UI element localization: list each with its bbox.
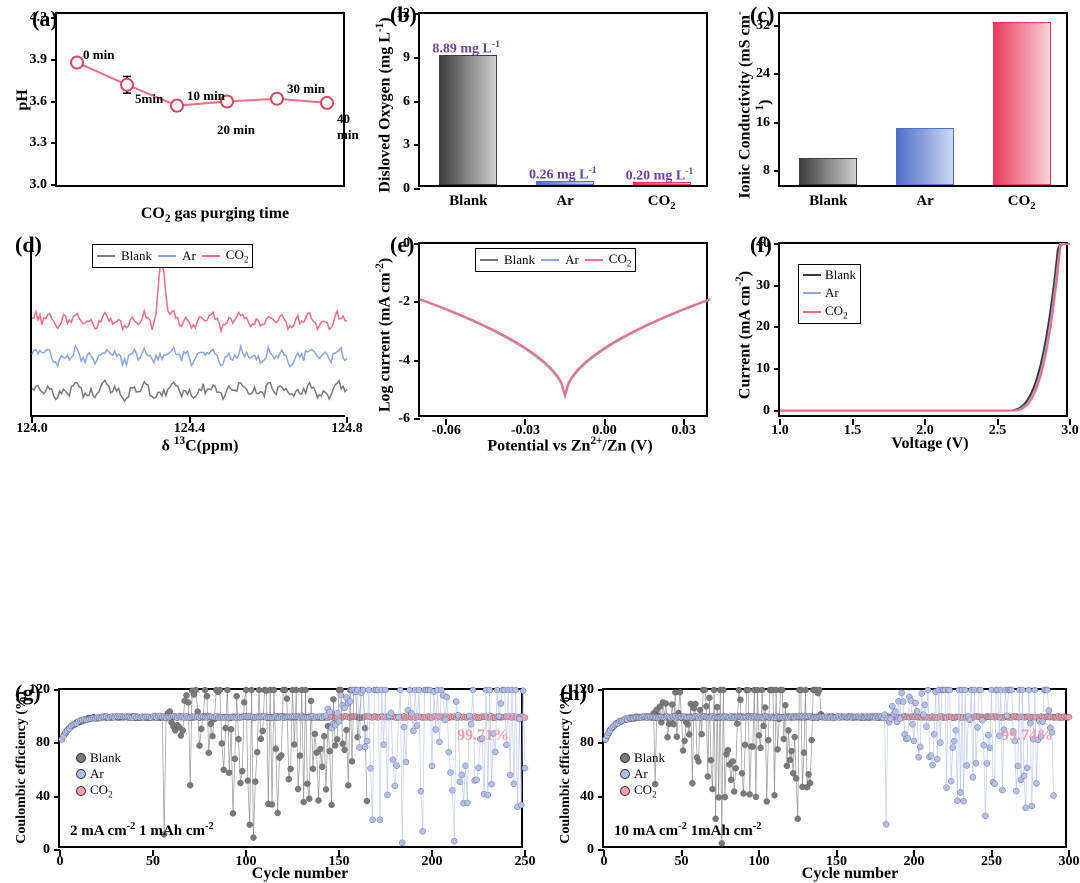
panel-h-label: (h) [560, 680, 587, 706]
panel-a-label: (a) [32, 6, 58, 32]
bar-blank [439, 55, 497, 185]
panel-d-label: (d) [15, 232, 42, 258]
panel-e-xlabel: Potential vs Zn2+/Zn (V) [450, 435, 690, 455]
panel-c-plot: 8162432BlankArCO2 [778, 12, 1068, 187]
panel-d-xlabel: δ 13C(ppm) [110, 435, 290, 455]
top-grid: (a) pH 3.03.33.63.94.20 min5min10 min20 … [0, 0, 1080, 690]
panel-g-xlabel: Cycle number [220, 865, 380, 883]
bottom-row: (g) Coulombic efficiency (%) 04080120050… [0, 690, 1080, 880]
bar-blank [799, 158, 857, 185]
panel-g: (g) Coulombic efficiency (%) 04080120050… [0, 690, 540, 880]
panel-f-label: (f) [750, 232, 772, 258]
panel-g-plot: 040801200501001502002502 mA cm-2 1 mAh c… [58, 688, 523, 848]
panel-e: (e) Log current (mA cm-2) -6-4-20-0.06-0… [360, 230, 720, 460]
panel-b-plot: 036912Blank8.89 mg L-1Ar0.26 mg L-1CO20.… [418, 12, 708, 187]
panel-c: (c) Ionic Conductivity (mS cm-1) 8162432… [720, 0, 1080, 230]
panel-f: (f) Current (mA cm-2) 0102030401.01.52.0… [720, 230, 1080, 460]
panel-a-xlabel: CO2 gas purging time [90, 205, 340, 225]
panel-g-label: (g) [15, 680, 41, 706]
panel-h-xlabel: Cycle number [770, 865, 930, 883]
panel-g-ylabel: Coulombic efficiency (%) [14, 685, 30, 850]
panel-f-xlabel: Voltage (V) [850, 435, 1010, 453]
panel-e-ylabel: Log current (mA cm-2) [374, 245, 394, 425]
panel-b-label: (b) [390, 2, 417, 28]
panel-c-label: (c) [750, 2, 774, 28]
panel-e-label: (e) [390, 232, 414, 258]
panel-h: (h) Coulombic efficiency (%) 04080120050… [540, 690, 1080, 880]
panel-a: (a) pH 3.03.33.63.94.20 min5min10 min20 … [0, 0, 360, 230]
panel-a-plot: 3.03.33.63.94.20 min5min10 min20 min30 m… [55, 12, 345, 187]
panel-d-plot: 124.0124.4124.8BlankArCO2 [30, 242, 345, 417]
panel-h-ylabel: Coulombic efficiency (%) [558, 685, 574, 850]
bar-co₂ [993, 22, 1051, 185]
panel-b: (b) Disloved Oxygen (mg L-1) 036912Blank… [360, 0, 720, 230]
panel-d: (d) 124.0124.4124.8BlankArCO2 δ 13C(ppm) [0, 230, 360, 460]
panel-e-plot: -6-4-20-0.06-0.030.000.03BlankArCO2 [418, 242, 708, 417]
panel-h-plot: 0408012005010015020025030010 mA cm-2 1mA… [602, 688, 1067, 848]
bar-ar [896, 128, 954, 185]
panel-f-plot: 0102030401.01.52.02.53.0BlankArCO2 [778, 242, 1068, 417]
